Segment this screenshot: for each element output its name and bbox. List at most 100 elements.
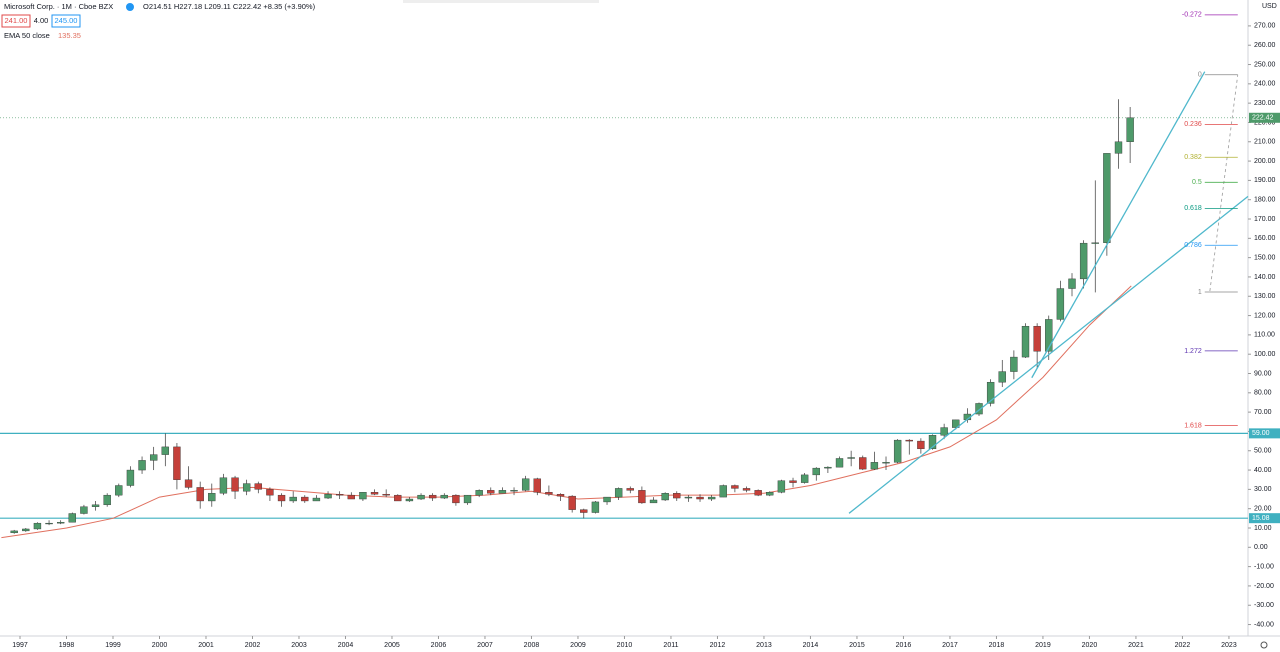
- candle-body: [184, 479, 193, 488]
- candle-body: [312, 497, 321, 502]
- candle-body: [754, 490, 762, 496]
- candle-body: [696, 496, 704, 500]
- y-tick-label: 0.00: [1254, 544, 1268, 551]
- candle-body: [359, 492, 367, 500]
- sell-button[interactable]: [1, 14, 31, 28]
- x-tick-label: 2017: [942, 642, 958, 649]
- fib-trend: [1209, 74, 1239, 292]
- y-tick-label: 130.00: [1254, 293, 1276, 300]
- x-tick-label: 2022: [1175, 642, 1191, 649]
- candle-body: [405, 498, 414, 502]
- candle-body: [789, 480, 797, 483]
- level-tag: [1249, 513, 1280, 524]
- ema-line: [1, 285, 1132, 539]
- candle-body: [882, 462, 890, 464]
- candle-body: [324, 493, 332, 499]
- settings-button[interactable]: [1260, 641, 1268, 649]
- spread: 4.00: [34, 16, 49, 25]
- candle-body: [370, 492, 379, 495]
- indicator-name[interactable]: EMA 50 close: [4, 31, 50, 40]
- candle-body: [893, 439, 902, 463]
- x-tick-label: 2018: [989, 642, 1005, 649]
- last-price-label: 222.42: [1252, 115, 1274, 122]
- candle-body: [22, 528, 30, 532]
- symbol[interactable]: Microsoft Corp. · 1M · Cboe BZX: [4, 2, 113, 11]
- y-tick-label: 200.00: [1254, 158, 1276, 165]
- candle-body: [115, 485, 123, 496]
- candle-body: [231, 477, 239, 492]
- candle-body: [1103, 153, 1111, 243]
- x-tick-label: 2020: [1082, 642, 1098, 649]
- candle-body: [91, 504, 100, 507]
- trendline: [1031, 71, 1206, 379]
- level-tag-label: 15.08: [1252, 515, 1270, 522]
- x-tick-label: 2021: [1128, 642, 1144, 649]
- candle-body: [777, 480, 786, 493]
- fib-label: 0.786: [1184, 242, 1202, 249]
- unit-label: USD: [1262, 3, 1277, 10]
- candle-body: [289, 496, 297, 502]
- x-tick-label: 2014: [803, 642, 819, 649]
- x-tick-label: 2006: [431, 642, 447, 649]
- x-tick-label: 2003: [291, 642, 307, 649]
- candle-body: [510, 490, 518, 492]
- candle-body: [149, 454, 158, 461]
- x-tick-label: 2019: [1035, 642, 1051, 649]
- buy-button[interactable]: [51, 14, 81, 28]
- toolbar-tab[interactable]: [403, 0, 599, 3]
- candle-body: [975, 403, 983, 415]
- candle-body: [498, 490, 507, 494]
- y-tick-label: 180.00: [1254, 197, 1276, 204]
- candle-body: [591, 501, 600, 513]
- candle-body: [684, 496, 693, 499]
- y-tick-label: 90.00: [1254, 370, 1272, 377]
- bid[interactable]: 241.00: [5, 16, 28, 25]
- y-tick-label: 110.00: [1254, 332, 1275, 339]
- y-tick-label: 20.00: [1254, 506, 1272, 513]
- candle-body: [835, 458, 844, 468]
- candle-body: [545, 492, 553, 495]
- candle-body: [917, 440, 925, 450]
- x-tick-label: 2016: [896, 642, 912, 649]
- x-tick-label: 2007: [477, 642, 493, 649]
- candle-body: [208, 493, 216, 502]
- level-tag: [1249, 428, 1280, 439]
- collapse-button[interactable]: [126, 3, 134, 11]
- candle-body: [347, 494, 355, 500]
- candle-body: [254, 483, 262, 490]
- y-tick-label: -20.00: [1254, 583, 1274, 590]
- candle-body: [986, 381, 995, 404]
- fib-label: 0.618: [1184, 205, 1202, 212]
- candle-body: [568, 495, 576, 510]
- candle-body: [661, 493, 669, 501]
- candle-body: [870, 462, 879, 470]
- trendline: [848, 195, 1249, 514]
- candle-body: [928, 435, 937, 450]
- candle-body: [847, 457, 855, 459]
- ask[interactable]: 245.00: [55, 16, 78, 25]
- y-tick-label: 50.00: [1254, 448, 1272, 455]
- y-tick-label: 80.00: [1254, 390, 1272, 397]
- candle-body: [952, 419, 960, 428]
- candle-body: [161, 446, 169, 455]
- candle-body: [1091, 242, 1099, 244]
- x-tick-label: 2023: [1221, 642, 1237, 649]
- candle-body: [417, 494, 425, 500]
- candle-body: [742, 488, 751, 491]
- fib-label: 0.382: [1184, 154, 1202, 161]
- y-tick-label: 230.00: [1254, 100, 1276, 107]
- x-tick-label: 2012: [710, 642, 726, 649]
- candle-body: [1056, 288, 1065, 320]
- ohlc: O214.51 H227.18 L209.11 C222.42 +8.35 (+…: [143, 2, 316, 11]
- y-tick-label: 10.00: [1254, 525, 1272, 532]
- y-tick-label: 120.00: [1254, 312, 1276, 319]
- candle-body: [80, 506, 88, 514]
- y-tick-label: 270.00: [1254, 23, 1276, 30]
- candle-body: [533, 478, 541, 493]
- y-tick-label: -30.00: [1254, 602, 1274, 609]
- candle-body: [45, 522, 53, 525]
- y-tick-label: 240.00: [1254, 81, 1276, 88]
- y-tick-label: 70.00: [1254, 409, 1272, 416]
